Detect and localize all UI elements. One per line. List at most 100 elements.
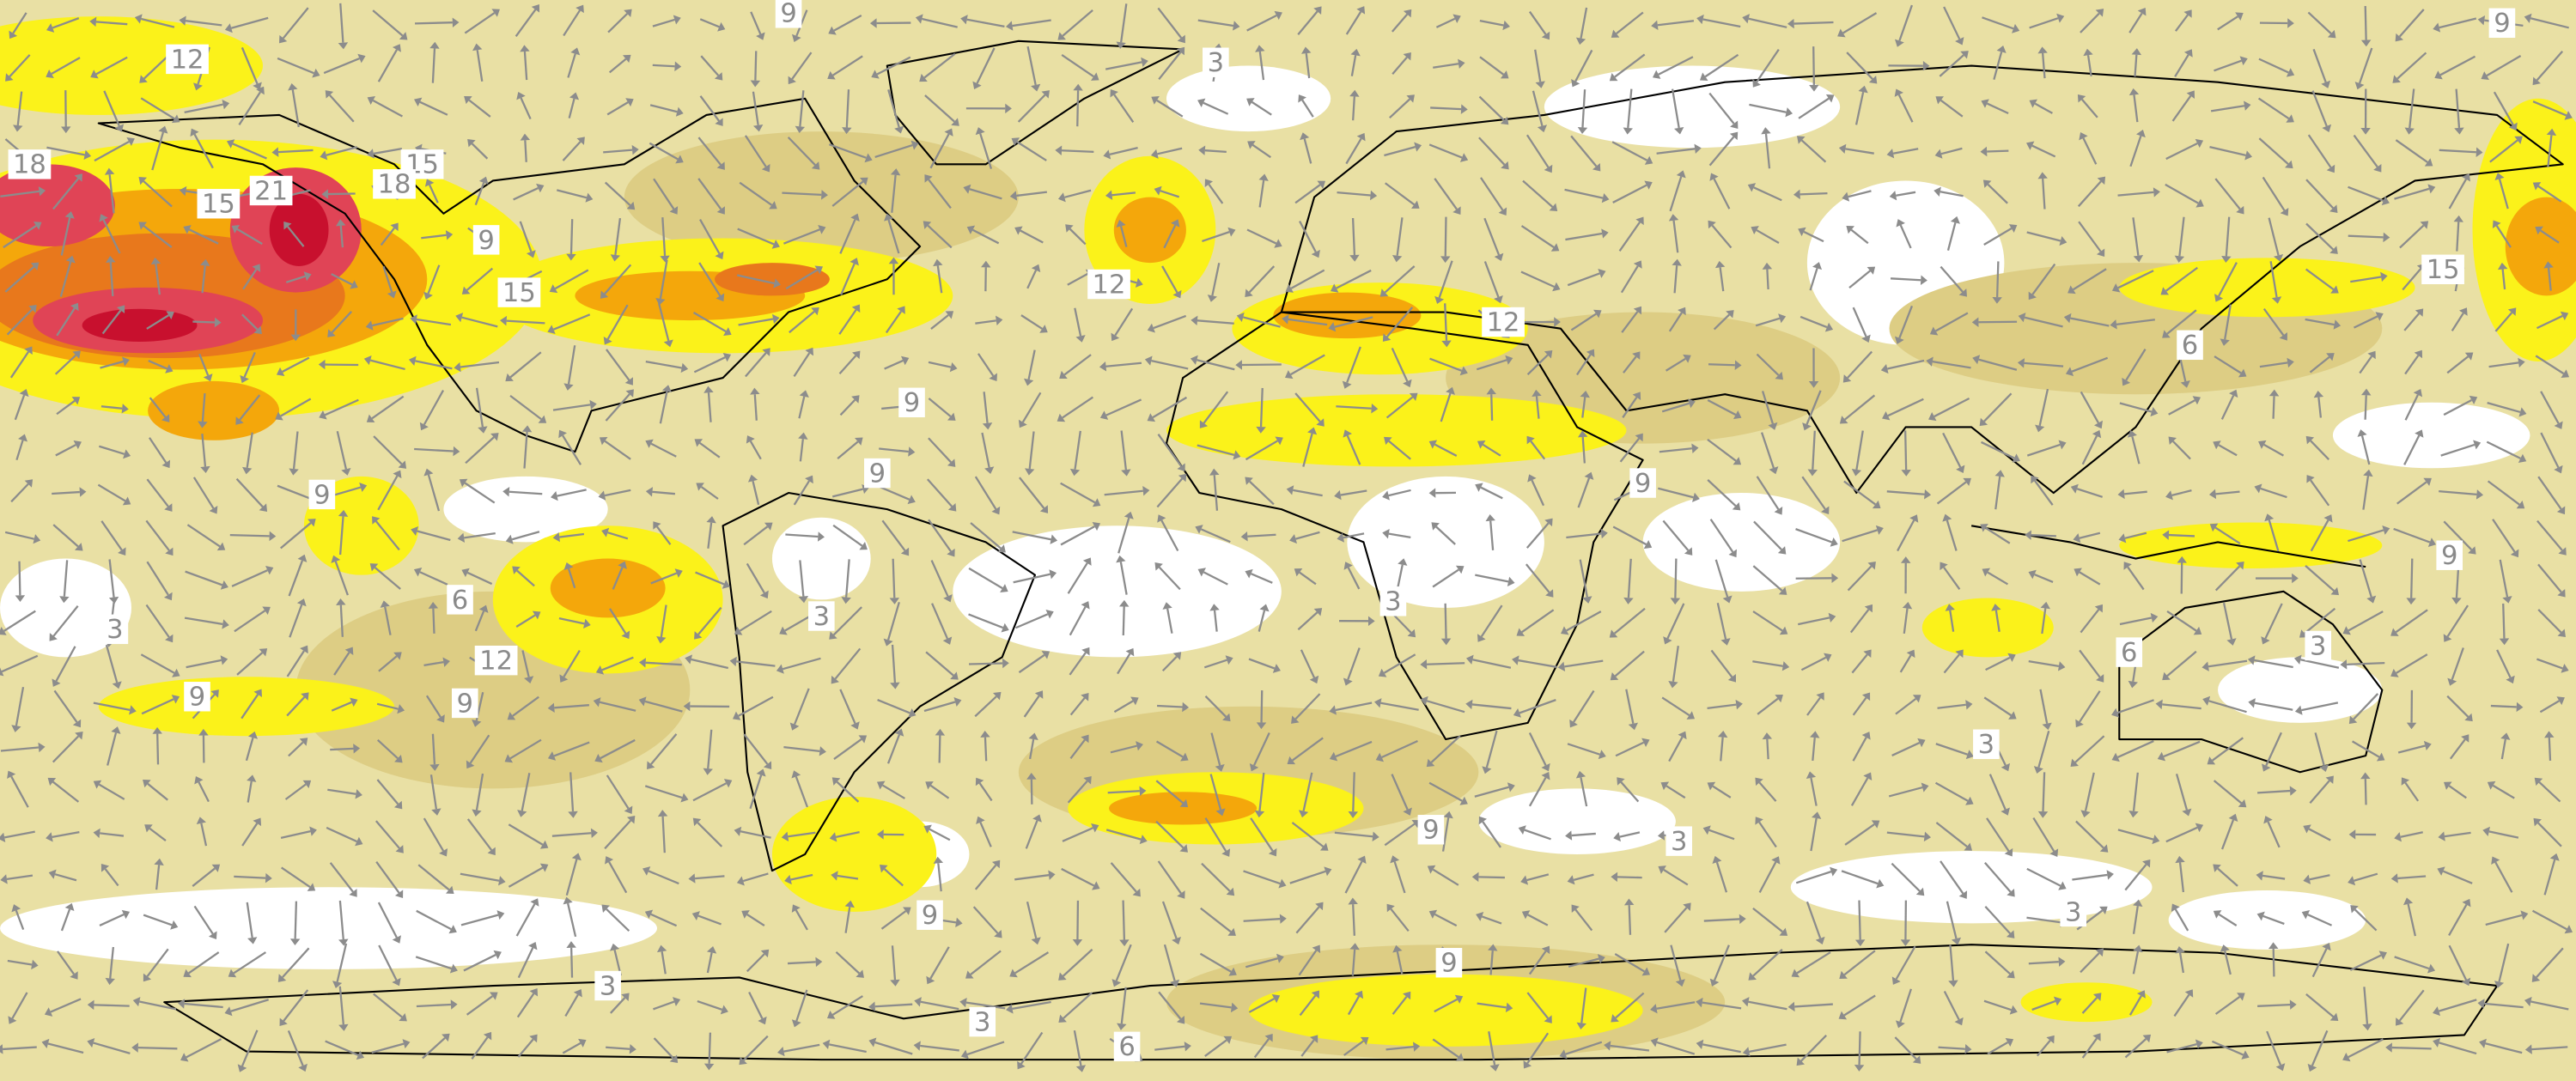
wind-arrow xyxy=(2081,993,2102,1014)
wind-arrow xyxy=(520,45,530,81)
wind-arrow xyxy=(178,999,223,1009)
wind-arrow xyxy=(1565,228,1609,241)
wind-arrow xyxy=(318,359,359,370)
wind-arrow xyxy=(547,741,590,761)
wind-arrow xyxy=(59,560,70,604)
wind-arrow xyxy=(1808,348,1819,388)
wind-arrow xyxy=(60,211,75,256)
wind-arrow xyxy=(338,509,349,556)
wind-arrow xyxy=(508,823,549,849)
wind-arrow xyxy=(566,941,576,978)
wind-arrow xyxy=(52,524,83,551)
wind-arrow xyxy=(925,651,959,680)
wind-arrow xyxy=(1343,1036,1369,1056)
wind-arrow xyxy=(601,904,630,932)
wind-arrow xyxy=(2395,989,2425,1026)
wind-arrow xyxy=(2033,731,2050,774)
wind-arrow xyxy=(2531,909,2573,934)
wind-arrow xyxy=(2477,999,2524,1009)
wind-arrow xyxy=(2132,944,2143,975)
wind-arrow xyxy=(4,262,40,293)
wind-arrow xyxy=(2359,350,2376,374)
wind-arrow xyxy=(148,360,174,373)
wind-arrow xyxy=(2173,989,2194,1017)
wind-arrow xyxy=(928,398,956,421)
wind-arrow xyxy=(2255,573,2299,584)
wind-arrow xyxy=(2492,220,2512,248)
wind-arrow xyxy=(1512,655,1558,669)
wind-arrow xyxy=(693,352,732,373)
wind-arrow xyxy=(1385,182,1420,209)
wind-arrow xyxy=(2454,88,2464,135)
wind-arrow xyxy=(134,14,175,28)
wind-arrow xyxy=(2494,943,2510,988)
contour-label: 3 xyxy=(107,615,123,645)
contour-label: 9 xyxy=(780,0,796,29)
wind-arrow xyxy=(828,143,873,163)
wind-arrow xyxy=(1565,830,1596,841)
wind-arrow xyxy=(653,1037,679,1063)
wind-arrow xyxy=(2257,786,2297,796)
wind-arrow xyxy=(183,225,219,245)
wind-arrow xyxy=(1207,263,1221,302)
wind-arrow xyxy=(1434,994,1464,1013)
wind-arrow xyxy=(97,483,131,506)
wind-arrow xyxy=(1787,18,1834,29)
wind-arrow xyxy=(1889,191,1916,201)
wind-arrow xyxy=(1190,355,1235,371)
wind-arrow xyxy=(2307,11,2336,39)
wind-arrow xyxy=(2348,232,2390,243)
wind-arrow xyxy=(464,95,491,118)
wind-arrow xyxy=(1575,349,1595,376)
wind-arrow xyxy=(1559,1041,1603,1060)
wind-arrow xyxy=(0,1044,37,1054)
wind-arrow xyxy=(100,404,129,414)
wind-arrow xyxy=(277,947,310,982)
wind-arrow xyxy=(839,689,860,730)
wind-arrow xyxy=(1057,396,1094,422)
wind-arrow xyxy=(286,692,309,717)
wind-arrow xyxy=(143,914,179,930)
wind-arrow xyxy=(198,728,209,763)
wind-arrow xyxy=(1392,944,1404,975)
wind-arrow xyxy=(1943,6,1964,46)
wind-arrow xyxy=(1567,873,1594,885)
wind-arrow xyxy=(2078,221,2105,258)
wind-arrow xyxy=(1902,602,1913,635)
wind-arrow xyxy=(429,774,442,816)
wind-arrow xyxy=(517,1034,538,1058)
wind-arrow xyxy=(706,945,717,974)
wind-arrow xyxy=(1609,607,1646,638)
wind-arrow xyxy=(1940,860,1968,899)
wind-arrow xyxy=(1073,83,1083,127)
wind-arrow xyxy=(601,527,629,540)
wind-arrow xyxy=(1580,390,1590,418)
wind-arrow xyxy=(1391,347,1412,388)
wind-arrow xyxy=(2348,693,2379,725)
wind-arrow xyxy=(146,478,173,512)
wind-arrow xyxy=(2083,48,2093,76)
wind-arrow xyxy=(1752,660,1790,671)
wind-arrow xyxy=(558,617,591,629)
wind-arrow xyxy=(1235,360,1282,370)
wind-arrow xyxy=(500,315,545,326)
wind-arrow xyxy=(650,568,683,585)
label-background xyxy=(2421,254,2464,285)
wind-arrow xyxy=(835,950,864,978)
wind-arrow xyxy=(960,1041,1005,1060)
wind-arrow xyxy=(1061,867,1100,890)
wind-arrow xyxy=(2311,90,2332,132)
wind-arrow xyxy=(54,350,81,375)
wind-arrow xyxy=(2451,307,2468,331)
wind-arrow xyxy=(138,176,173,208)
wind-arrow xyxy=(609,608,630,640)
wind-arrow xyxy=(2393,527,2437,547)
wind-arrow xyxy=(200,258,210,294)
wind-arrow xyxy=(1486,387,1496,421)
wind-arrow xyxy=(2437,866,2473,884)
wind-arrow xyxy=(1432,565,1465,588)
wind-arrow xyxy=(1028,732,1038,760)
wind-arrow xyxy=(1057,189,1092,203)
